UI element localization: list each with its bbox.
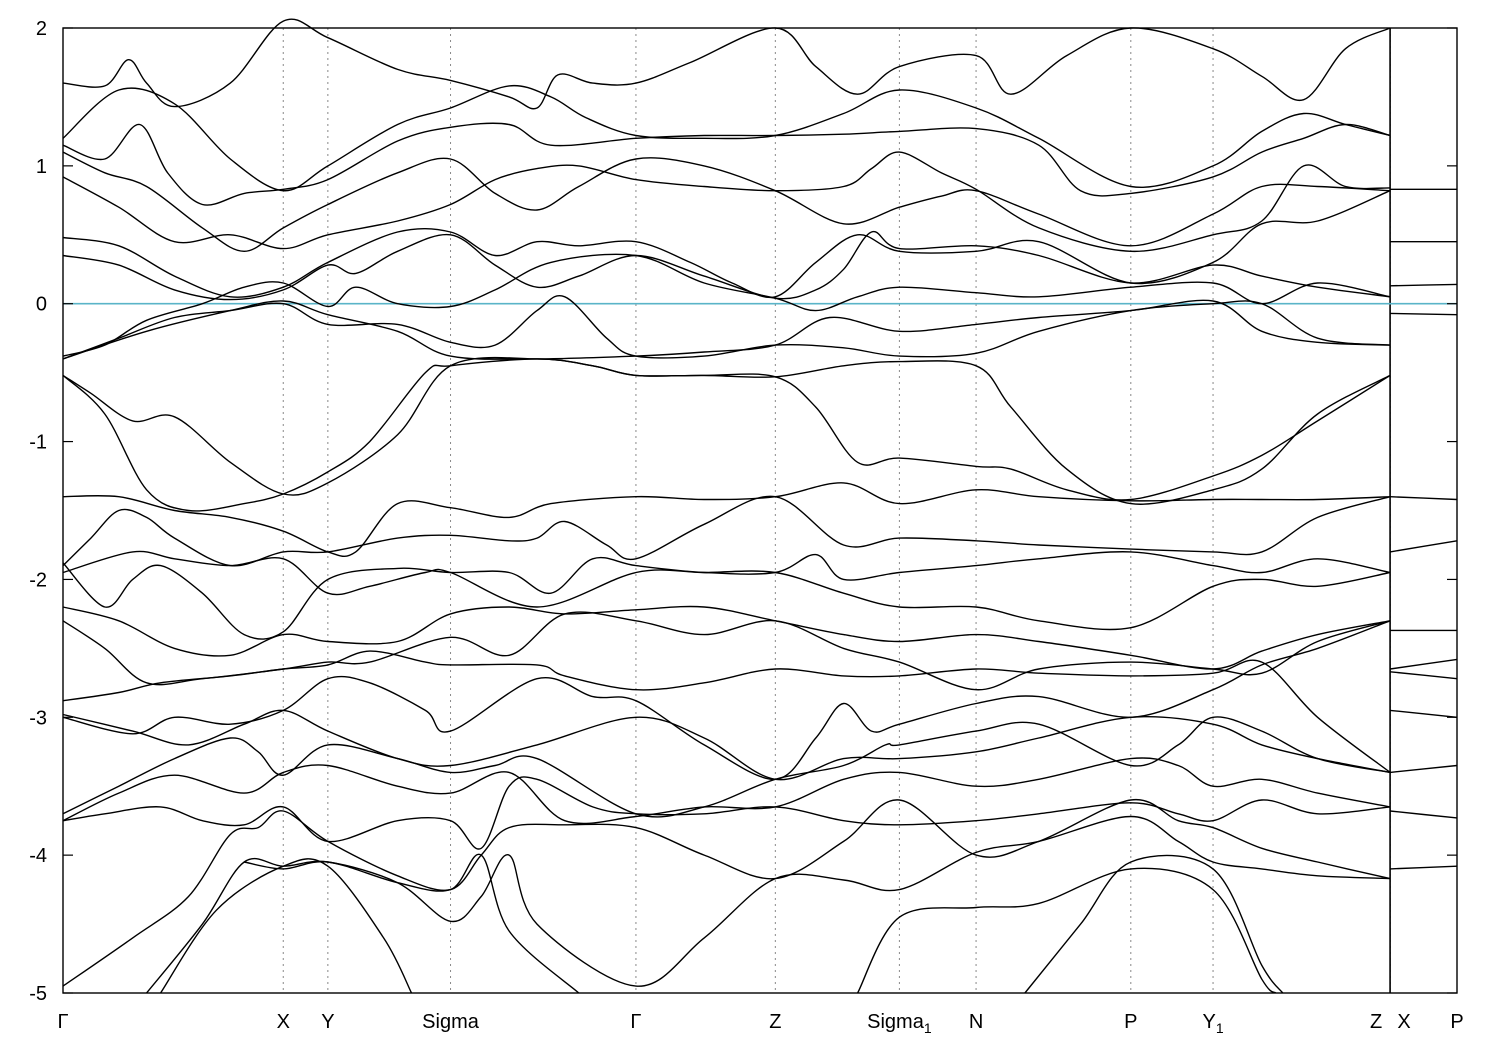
y-tick-label: -2 — [29, 569, 47, 591]
band-line — [62, 295, 1391, 360]
kpoint-label: X — [277, 1011, 290, 1033]
band-line — [62, 799, 1391, 987]
band-line — [62, 151, 1391, 252]
band-line — [1390, 810, 1458, 819]
y-axis: 2 1 0 -1 -2 -3 -4 -5 — [29, 18, 1457, 1005]
kpoint-label: P — [1450, 1011, 1463, 1033]
kpoint-label: Z — [1370, 1011, 1382, 1033]
kpoint-label: Γ — [630, 1011, 641, 1033]
band-line — [146, 815, 1391, 994]
band-line — [160, 858, 413, 994]
kpoint-label-subscript: 1 — [1216, 1020, 1224, 1036]
plot-frame — [62, 27, 1458, 994]
kpoint-label: Z — [769, 1011, 781, 1033]
y-tick-label: -1 — [29, 432, 47, 454]
band-line — [62, 550, 1391, 631]
kpoint-label: N — [969, 1011, 983, 1033]
band-line — [1024, 854, 1284, 994]
kpoint-label-subscript: 1 — [924, 1020, 932, 1036]
kpoint-label: X — [1397, 1011, 1410, 1033]
band-line — [244, 853, 580, 994]
band-line — [856, 867, 1277, 994]
band-line — [62, 551, 1391, 640]
band-line — [1390, 658, 1458, 670]
band-line — [1390, 671, 1458, 680]
band-line — [62, 358, 1391, 512]
band-line — [62, 253, 1391, 357]
band-line — [62, 605, 1391, 670]
band-line — [62, 757, 1391, 825]
band-line — [1390, 709, 1458, 718]
band-line — [62, 230, 1391, 301]
kpoint-label: Y — [321, 1011, 334, 1033]
bands — [62, 18, 1458, 994]
band-line — [62, 356, 1391, 505]
band-line — [62, 482, 1391, 558]
y-tick-label: 1 — [36, 156, 47, 178]
y-tick-label: 2 — [36, 18, 47, 40]
x-axis: Γ X Y Sigma Γ Z Sigma1 N P Y1 Z X P — [57, 1011, 1463, 1036]
band-line — [62, 18, 1391, 110]
band-line — [1390, 865, 1458, 870]
band-line — [62, 84, 1391, 192]
band-line — [1389, 540, 1458, 553]
band-line — [62, 716, 1391, 818]
band-line — [1390, 283, 1458, 287]
band-line — [1390, 312, 1458, 316]
kpoint-label: Sigma1 — [867, 1011, 932, 1036]
y-tick-label: -3 — [29, 707, 47, 729]
kpoint-label: Sigma — [422, 1011, 480, 1033]
kpoint-gridlines — [282, 28, 1391, 993]
band-line — [62, 495, 1391, 567]
y-tick-label: -5 — [29, 983, 47, 1005]
kpoint-label: P — [1124, 1011, 1137, 1033]
y-tick-label: -4 — [29, 845, 47, 867]
band-line — [62, 299, 1391, 360]
kpoint-label: Γ — [57, 1011, 68, 1033]
band-line — [62, 122, 1391, 206]
band-line — [62, 650, 1391, 773]
band-line — [62, 151, 1391, 253]
kpoint-label: Y1 — [1202, 1011, 1223, 1036]
band-line — [1390, 764, 1458, 774]
band-line — [62, 709, 1391, 781]
band-line — [62, 776, 1391, 850]
y-tick-label: 0 — [36, 294, 47, 316]
band-line — [1390, 496, 1458, 501]
